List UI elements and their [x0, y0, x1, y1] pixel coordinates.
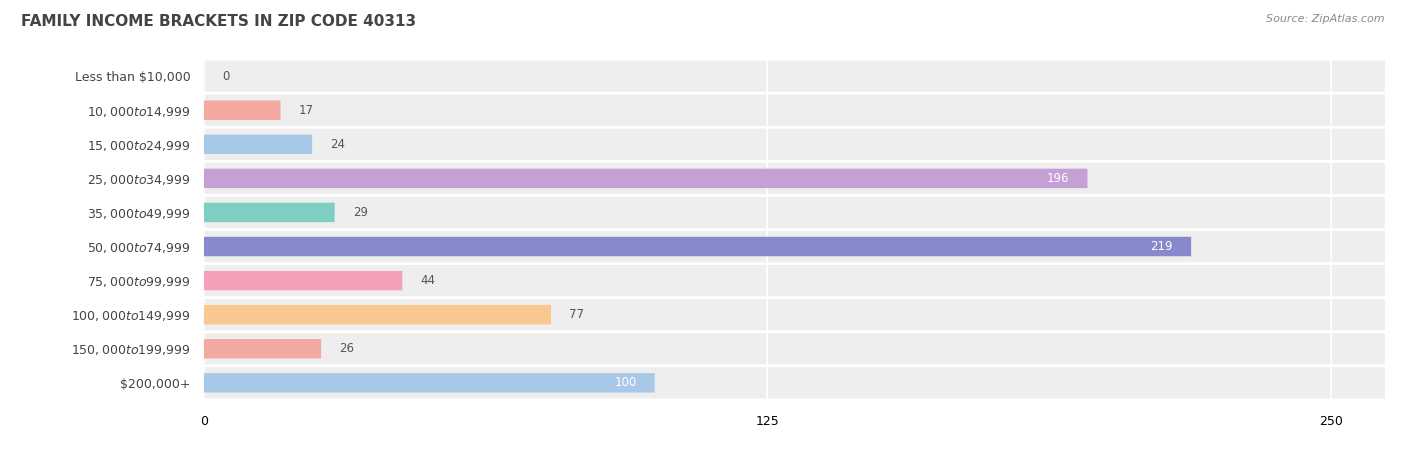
FancyBboxPatch shape: [204, 197, 1385, 228]
Text: 44: 44: [420, 274, 436, 287]
Text: Source: ZipAtlas.com: Source: ZipAtlas.com: [1267, 14, 1385, 23]
FancyBboxPatch shape: [204, 265, 1385, 296]
FancyBboxPatch shape: [204, 305, 551, 324]
Text: 29: 29: [353, 206, 367, 219]
Text: 26: 26: [339, 342, 354, 355]
FancyBboxPatch shape: [204, 333, 1385, 364]
Text: 100: 100: [614, 376, 637, 389]
Text: 0: 0: [222, 70, 229, 83]
FancyBboxPatch shape: [204, 129, 1385, 160]
Text: 196: 196: [1047, 172, 1070, 185]
FancyBboxPatch shape: [204, 271, 402, 290]
FancyBboxPatch shape: [204, 237, 1191, 256]
Text: 24: 24: [330, 138, 344, 151]
Text: FAMILY INCOME BRACKETS IN ZIP CODE 40313: FAMILY INCOME BRACKETS IN ZIP CODE 40313: [21, 14, 416, 28]
Text: 17: 17: [298, 104, 314, 117]
Text: 219: 219: [1150, 240, 1173, 253]
FancyBboxPatch shape: [204, 367, 1385, 399]
FancyBboxPatch shape: [204, 94, 1385, 126]
FancyBboxPatch shape: [204, 203, 335, 222]
FancyBboxPatch shape: [204, 299, 1385, 330]
FancyBboxPatch shape: [204, 163, 1385, 194]
Text: 77: 77: [569, 308, 583, 321]
FancyBboxPatch shape: [204, 60, 1385, 92]
FancyBboxPatch shape: [204, 135, 312, 154]
FancyBboxPatch shape: [204, 169, 1087, 188]
FancyBboxPatch shape: [204, 373, 655, 392]
FancyBboxPatch shape: [204, 231, 1385, 262]
FancyBboxPatch shape: [204, 100, 281, 120]
FancyBboxPatch shape: [204, 339, 321, 359]
